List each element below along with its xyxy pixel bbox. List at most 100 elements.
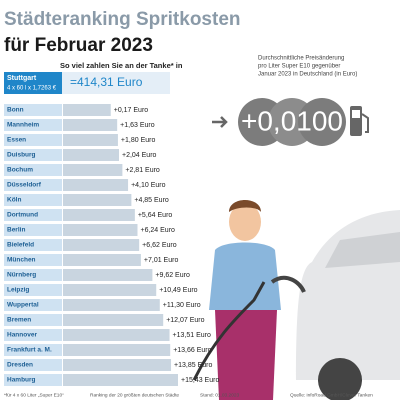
category-cell <box>4 149 62 161</box>
category-cell <box>4 209 62 221</box>
value-label: +0,17 Euro <box>114 107 149 114</box>
bar <box>110 374 178 386</box>
category-label: Dresden <box>7 362 33 369</box>
category-label: Berlin <box>7 227 25 234</box>
value-label: +6,62 Euro <box>142 242 177 249</box>
value-label: +4,85 Euro <box>134 197 169 204</box>
car <box>296 210 400 400</box>
fuel-icon <box>350 106 369 136</box>
bar-base <box>63 119 110 131</box>
bar-base <box>63 254 110 266</box>
bar <box>110 194 132 206</box>
bar <box>110 254 141 266</box>
person <box>192 200 306 400</box>
reference-total: =414,31 Euro <box>70 75 143 89</box>
bar-base <box>63 314 110 326</box>
bar <box>110 164 123 176</box>
value-label: +13,51 Euro <box>173 332 211 339</box>
bar-base <box>63 329 110 341</box>
bar-base <box>63 209 110 221</box>
bar-base <box>63 299 110 311</box>
category-label: Leipzig <box>7 287 29 294</box>
value-label: +2,04 Euro <box>122 152 157 159</box>
subtitle: So viel zahlen Sie an der Tanke* in <box>60 61 183 70</box>
bar-base <box>63 284 110 296</box>
bar-base <box>63 194 110 206</box>
bar <box>110 134 118 146</box>
value-label: +6,24 Euro <box>140 227 175 234</box>
category-label: Hamburg <box>7 377 36 384</box>
value-label: +4,10 Euro <box>131 182 166 189</box>
value-label: +1,80 Euro <box>121 137 156 144</box>
bar-base <box>63 164 110 176</box>
bar-base <box>63 104 110 116</box>
category-cell <box>4 134 62 146</box>
note: Durchschnittliche Preisänderung pro Liter… <box>258 56 357 78</box>
category-cell <box>4 374 62 386</box>
bar-base <box>63 149 110 161</box>
category-cell <box>4 194 62 206</box>
bar <box>110 329 170 341</box>
bar-base <box>63 179 110 191</box>
bar <box>110 314 164 326</box>
bar-base <box>63 134 110 146</box>
bar <box>110 119 118 131</box>
category-label: Hannover <box>7 332 37 339</box>
title: Städteranking Spritkosten <box>4 9 241 30</box>
reference-formula: 4 x 60 l x 1,7263 € <box>7 86 57 92</box>
bar <box>110 344 171 356</box>
bar-base <box>63 269 110 281</box>
category-cell <box>4 164 62 176</box>
footer-text: Stand: 01.03.2023 <box>200 392 240 398</box>
footer-text: Ranking der 20 größten deutschen Städte <box>90 392 179 398</box>
value-label: +13,85 Euro <box>174 362 212 369</box>
category-label: Dortmund <box>7 212 38 219</box>
category-cell <box>4 314 62 326</box>
category-label: Düsseldorf <box>7 182 42 189</box>
value-label: +15,43 Euro <box>181 377 219 384</box>
value-label: +7,01 Euro <box>144 257 179 264</box>
bar <box>110 269 153 281</box>
price-change: +0,0100 <box>241 105 343 136</box>
footer-text: *für 4 x 60 Liter „Super E10“ <box>4 392 64 398</box>
bar-base <box>63 239 110 251</box>
bar <box>110 284 157 296</box>
note-line: pro Liter Super E10 gegenüber <box>258 64 340 70</box>
category-cell <box>4 329 62 341</box>
category-label: Nürnberg <box>7 272 36 279</box>
category-cell <box>4 119 62 131</box>
bar <box>110 179 129 191</box>
category-label: München <box>7 257 36 264</box>
category-cell <box>4 344 62 356</box>
category-cell <box>4 299 62 311</box>
bar <box>110 224 138 236</box>
reference-city: Stuttgart <box>7 75 37 82</box>
category-label: Bremen <box>7 317 31 324</box>
category-label: Bonn <box>7 107 24 114</box>
reference-box <box>4 72 62 94</box>
bar-base <box>63 224 110 236</box>
bar <box>110 299 160 311</box>
value-label: +5,64 Euro <box>138 212 173 219</box>
value-label: +9,62 Euro <box>155 272 190 279</box>
arrow <box>212 116 228 128</box>
value-label: +2,81 Euro <box>125 167 160 174</box>
value-label: +1,63 Euro <box>120 122 155 129</box>
category-cell <box>4 239 62 251</box>
note-line: Januar 2023 in Deutschland (in Euro) <box>258 72 357 78</box>
category-label: Bielefeld <box>7 242 34 249</box>
category-cell <box>4 269 62 281</box>
bar-base <box>63 344 110 356</box>
bar-base <box>63 359 110 371</box>
category-label: Duisburg <box>7 152 36 159</box>
circle <box>298 98 346 146</box>
category-label: Wuppertal <box>7 302 39 309</box>
bar <box>110 239 140 251</box>
category-label: Köln <box>7 197 21 204</box>
category-label: Bochum <box>7 167 33 174</box>
value-label: +13,66 Euro <box>173 347 211 354</box>
category-cell <box>4 179 62 191</box>
bar <box>110 209 135 221</box>
value-label: +12,07 Euro <box>166 317 204 324</box>
